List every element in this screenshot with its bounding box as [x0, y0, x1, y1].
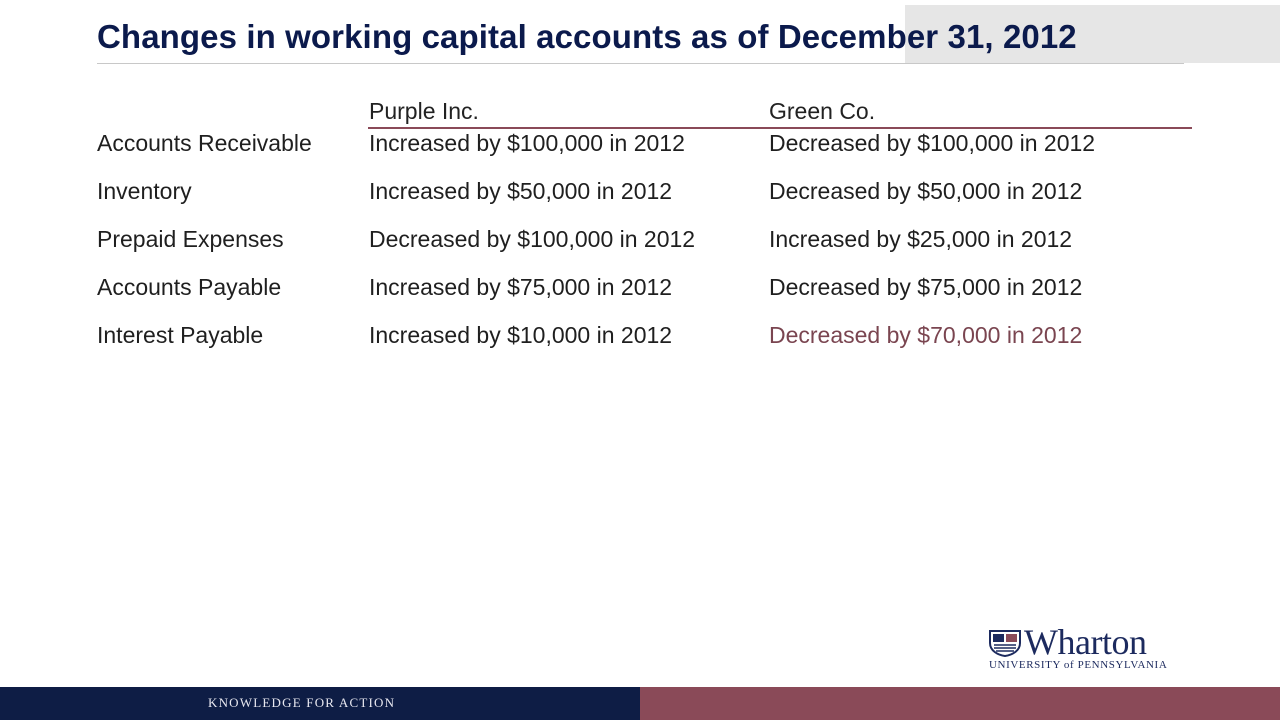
row-label-accounts-receivable: Accounts Receivable — [97, 130, 312, 156]
slide-title: Changes in working capital accounts as o… — [97, 18, 1077, 55]
wharton-logo: Wharton UNIVERSITY of PENNSYLVANIA — [988, 622, 1193, 675]
footer-tagline: KNOWLEDGE FOR ACTION — [208, 695, 396, 710]
cell-green-accounts-receivable: Decreased by $100,000 in 2012 — [769, 130, 1096, 156]
cell-purple-accounts-receivable: Increased by $100,000 in 2012 — [369, 130, 685, 156]
title-highlight-box — [905, 5, 1280, 63]
logo-wordmark: Wharton — [1024, 622, 1147, 662]
cell-green-inventory: Decreased by $50,000 in 2012 — [769, 178, 1083, 204]
column-header-green: Green Co. — [769, 98, 876, 124]
row-label-accounts-payable: Accounts Payable — [97, 274, 282, 300]
cell-green-interest-payable: Decreased by $70,000 in 2012 — [769, 322, 1083, 348]
cell-purple-inventory: Increased by $50,000 in 2012 — [369, 178, 673, 204]
title-divider — [97, 63, 1184, 64]
cell-purple-accounts-payable: Increased by $75,000 in 2012 — [369, 274, 673, 300]
shield-icon — [989, 630, 1021, 657]
cell-green-accounts-payable: Decreased by $75,000 in 2012 — [769, 274, 1083, 300]
cell-purple-prepaid-expenses: Decreased by $100,000 in 2012 — [369, 226, 696, 252]
footer-bar-navy: KNOWLEDGE FOR ACTION — [0, 687, 640, 720]
footer-bar-accent — [640, 687, 1280, 720]
header-divider — [368, 127, 1192, 129]
row-label-inventory: Inventory — [97, 178, 192, 204]
cell-green-prepaid-expenses: Increased by $25,000 in 2012 — [769, 226, 1073, 252]
logo-subtitle: UNIVERSITY of PENNSYLVANIA — [989, 659, 1168, 671]
column-header-purple: Purple Inc. — [369, 98, 479, 124]
row-label-interest-payable: Interest Payable — [97, 322, 264, 348]
cell-purple-interest-payable: Increased by $10,000 in 2012 — [369, 322, 673, 348]
row-label-prepaid-expenses: Prepaid Expenses — [97, 226, 284, 252]
